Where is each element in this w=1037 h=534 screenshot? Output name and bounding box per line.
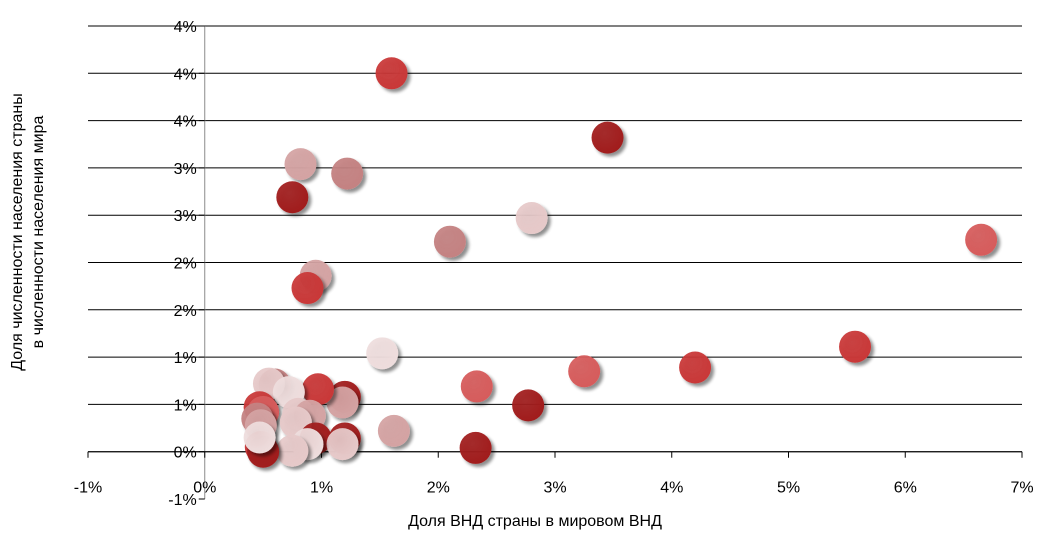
data-point — [276, 434, 309, 467]
y-axis-title-line-1: Доля численности населения страны — [9, 93, 26, 370]
gridlines — [88, 25, 1022, 453]
y-tick-label: 2% — [174, 256, 197, 273]
y-tick-label: -1% — [168, 492, 196, 509]
x-tick-label: 7% — [1010, 480, 1033, 497]
y-tick-label: 4% — [174, 66, 197, 83]
y-tick-label: 2% — [174, 303, 197, 320]
data-point — [375, 57, 408, 90]
y-tick-label: 4% — [174, 19, 197, 36]
tick-labels: -1%0%1%1%2%2%3%3%4%4%4%-1% 0% 1% 2% 3% 4% 5% 6%… — [74, 19, 1034, 509]
data-point — [331, 157, 364, 190]
data-point — [433, 225, 466, 258]
x-tick-label: 6% — [894, 480, 917, 497]
y-axis-title-line-2: в численности населения мира — [30, 116, 47, 349]
axes — [87, 25, 1023, 500]
y-tick-label: 1% — [174, 397, 197, 414]
y-axis-title: Доля численности населения страны в числ… — [9, 93, 47, 370]
x-tick-label: 2% — [427, 480, 450, 497]
data-point — [839, 330, 872, 363]
data-point — [284, 148, 317, 181]
data-point — [326, 386, 359, 419]
data-point — [515, 202, 548, 235]
data-point — [679, 351, 712, 384]
y-tick-label: 0% — [174, 445, 197, 462]
x-tick-label: 3% — [543, 480, 566, 497]
data-point — [965, 223, 998, 256]
data-point — [460, 370, 493, 403]
x-tick-label: 1% — [310, 480, 333, 497]
y-tick-label: 1% — [174, 350, 197, 367]
x-tick-label: 4% — [660, 480, 683, 497]
y-tick-label: 3% — [174, 161, 197, 178]
data-point — [276, 181, 309, 214]
data-point — [512, 389, 545, 422]
x-tick-label: 0% — [193, 480, 216, 497]
data-point — [301, 373, 334, 406]
data-point — [366, 337, 399, 370]
data-point — [377, 414, 410, 447]
data-point — [591, 121, 624, 154]
data-points — [241, 57, 998, 468]
y-tick-label: 4% — [174, 114, 197, 131]
data-point — [459, 431, 492, 464]
data-point — [291, 272, 324, 305]
x-tick-label: 5% — [777, 480, 800, 497]
data-point — [243, 421, 276, 454]
x-tick-label: -1% — [74, 480, 102, 497]
y-tick-label: 3% — [174, 208, 197, 225]
data-point — [568, 355, 601, 388]
x-axis-title: Доля ВНД страны в мировом ВНД — [408, 513, 662, 530]
data-point — [326, 428, 359, 461]
